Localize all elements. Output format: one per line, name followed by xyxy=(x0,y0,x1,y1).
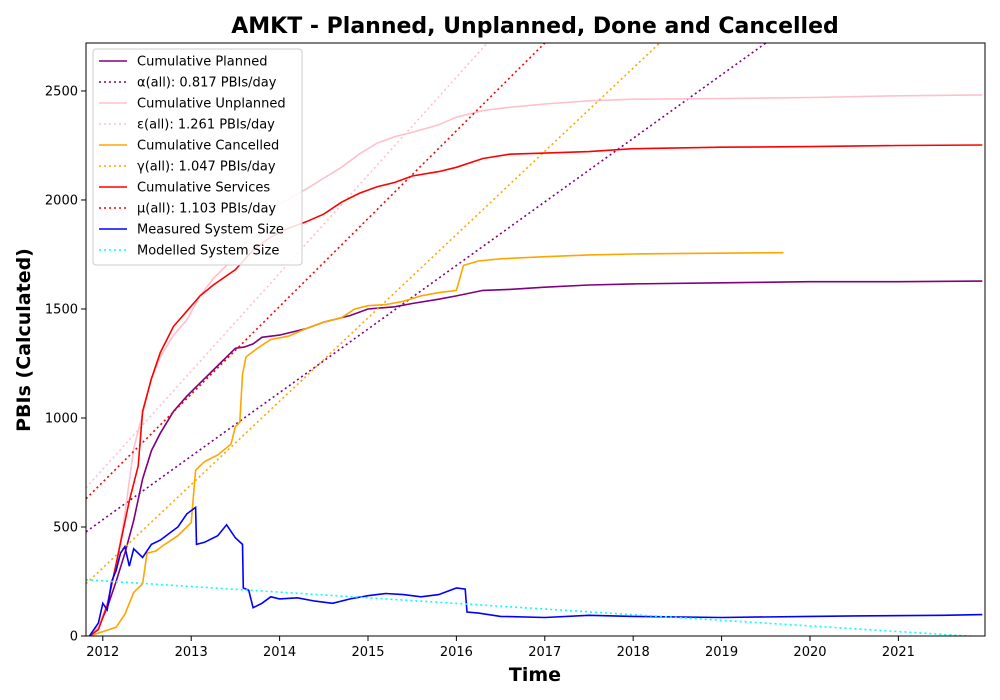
legend-label: Cumulative Planned xyxy=(137,55,267,70)
legend-label: Cumulative Services xyxy=(137,181,270,196)
x-axis-label: Time xyxy=(509,664,561,686)
chart-title: AMKT - Planned, Unplanned, Done and Canc… xyxy=(231,14,839,39)
y-tick-label: 500 xyxy=(53,520,78,535)
legend-label: α(all): 0.817 PBIs/day xyxy=(137,76,277,91)
legend-label: μ(all): 1.103 PBIs/day xyxy=(137,202,276,217)
x-tick-label: 2018 xyxy=(617,645,650,660)
y-tick-label: 2500 xyxy=(45,84,78,99)
legend-label: ε(all): 1.261 PBIs/day xyxy=(137,118,275,133)
y-axis-label: PBIs (Calculated) xyxy=(13,248,35,432)
y-tick-label: 2000 xyxy=(45,193,78,208)
legend: Cumulative Planned α(all): 0.817 PBIs/day… xyxy=(92,48,303,266)
series-line-measured-system-size xyxy=(88,505,983,636)
x-tick-label: 2012 xyxy=(86,645,119,660)
series-line-cumulative-cancelled xyxy=(89,251,784,636)
legend-label: γ(all): 1.047 PBIs/day xyxy=(137,160,276,175)
y-tick-label: 1500 xyxy=(45,302,78,317)
legend-label: Measured System Size xyxy=(137,223,284,238)
series-line-cumulative-planned xyxy=(88,280,983,636)
legend-label: Cumulative Unplanned xyxy=(137,97,286,112)
x-axis-ticks: 2012 2013 2014 2015 2016 2017 2018 2019 2020 2021 xyxy=(86,636,915,660)
series-line-cumulative-services xyxy=(89,144,983,636)
x-tick-label: 2021 xyxy=(882,645,915,660)
x-tick-label: 2015 xyxy=(351,645,384,660)
plot-area xyxy=(86,43,983,636)
legend-label: Cumulative Cancelled xyxy=(137,139,279,154)
x-tick-label: 2013 xyxy=(175,645,208,660)
legend-label: Modelled System Size xyxy=(137,244,279,259)
y-tick-label: 0 xyxy=(70,630,78,645)
series-line-cumulative-unplanned xyxy=(88,94,983,636)
plot-frame xyxy=(85,42,986,637)
y-tick-label: 1000 xyxy=(45,411,78,426)
series-line-modelled-system-size xyxy=(86,579,981,636)
legend-box xyxy=(92,48,303,266)
y-axis-ticks: 0 500 1000 1500 2000 2500 xyxy=(45,84,86,645)
x-tick-label: 2017 xyxy=(528,645,561,660)
x-tick-label: 2019 xyxy=(705,645,738,660)
x-tick-label: 2020 xyxy=(793,645,826,660)
series-line-all-1-047-pbis-day xyxy=(86,43,661,585)
x-tick-label: 2014 xyxy=(263,645,296,660)
x-tick-label: 2016 xyxy=(440,645,473,660)
